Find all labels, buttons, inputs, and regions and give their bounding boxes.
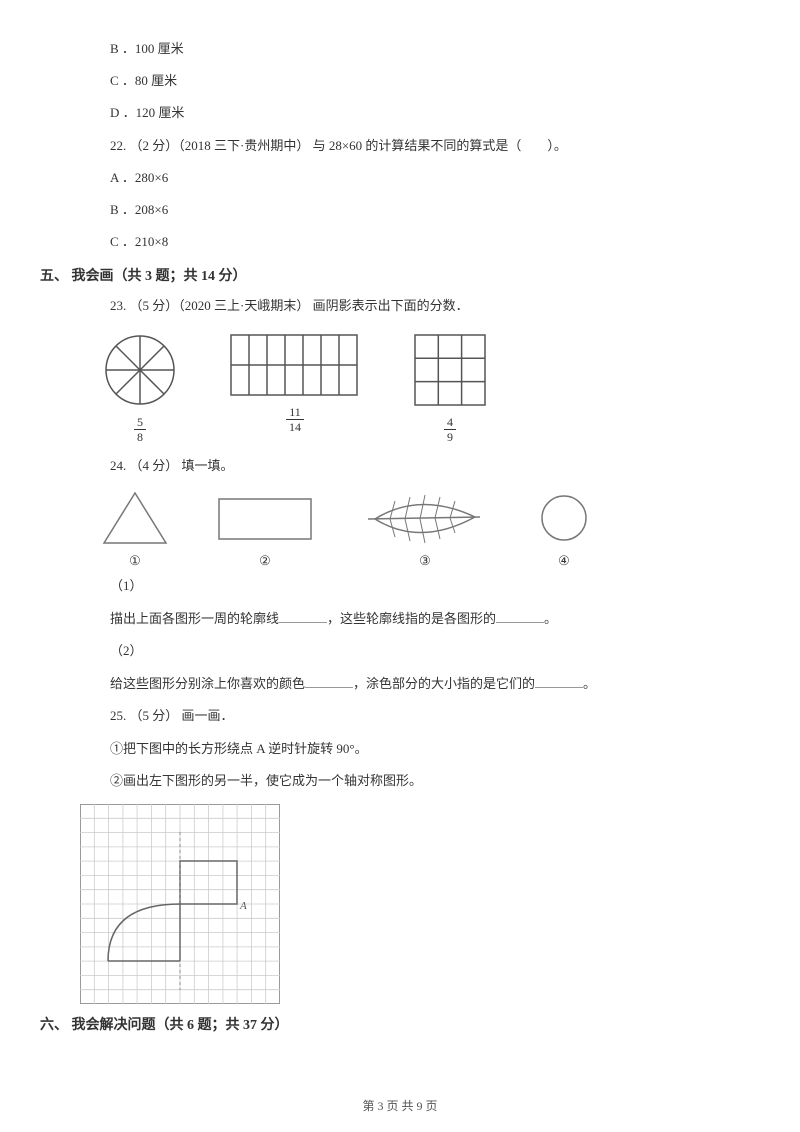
label-2: ②: [259, 553, 271, 569]
frac-11-14: 1114: [286, 406, 304, 433]
q24-shape1: ①: [100, 489, 170, 569]
q24-p1: （1）: [40, 577, 760, 595]
option-d: D ．120 厘米: [40, 104, 760, 122]
label-3: ③: [419, 553, 431, 569]
q22-stem: 22. （2 分）（2018 三下·贵州期中） 与 28×60 的计算结果不同的…: [40, 137, 760, 155]
section-5-title: 五、 我会画（共 3 题；共 14 分）: [40, 265, 760, 285]
q25-grid: A: [40, 804, 760, 1004]
q25-stem: 25. （5 分） 画一画．: [40, 707, 760, 725]
q23-fig2: 1114: [230, 330, 360, 433]
q24-shape3: ③: [360, 489, 490, 569]
rectangle-icon: [215, 489, 315, 547]
q23-stem: 23. （5 分）（2020 三上·天峨期末） 画阴影表示出下面的分数．: [40, 297, 760, 315]
q22-a: A ．280×6: [40, 169, 760, 187]
page-footer: 第 3 页 共 9 页: [0, 1097, 800, 1114]
q24-p2: （2）: [40, 642, 760, 660]
q23-fig3: 49: [410, 330, 490, 443]
blank[interactable]: [496, 609, 544, 623]
q24-shape2: ②: [215, 489, 315, 569]
grid-3x3-icon: [410, 330, 490, 410]
label-4: ④: [558, 553, 570, 569]
q22-b: B ．208×6: [40, 201, 760, 219]
q24-p1b: ，这些轮廓线指的是各图形的: [327, 611, 496, 626]
q24-shape4: ④: [535, 489, 593, 569]
frac-4-9: 49: [444, 416, 456, 443]
grid-paper-icon: A: [80, 804, 280, 1004]
svg-text:A: A: [239, 900, 247, 912]
q25-l1: ①把下图中的长方形绕点 A 逆时针旋转 90°。: [40, 740, 760, 758]
blank[interactable]: [305, 674, 353, 688]
pie-8-icon: [100, 330, 180, 410]
q24-p1c: 。: [544, 611, 557, 626]
label-1: ①: [129, 553, 141, 569]
section-6-title: 六、 我会解决问题（共 6 题；共 37 分）: [40, 1014, 760, 1034]
q23-figures: 58 1114 49: [40, 330, 760, 443]
q24-p1a: 描出上面各图形一周的轮廓线: [110, 611, 279, 626]
q24-p2b: ，涂色部分的大小指的是它们的: [353, 676, 535, 691]
q24-p1-text: 描出上面各图形一周的轮廓线 ，这些轮廓线指的是各图形的 。: [40, 609, 760, 628]
q24-stem: 24. （4 分） 填一填。: [40, 457, 760, 475]
q24-p2-text: 给这些图形分别涂上你喜欢的颜色 ，涂色部分的大小指的是它们的 。: [40, 674, 760, 693]
grid-2x7-icon: [230, 330, 360, 400]
circle-icon: [535, 489, 593, 547]
blank[interactable]: [279, 609, 327, 623]
q22-c: C ．210×8: [40, 233, 760, 251]
leaf-icon: [360, 489, 490, 547]
q24-p2a: 给这些图形分别涂上你喜欢的颜色: [110, 676, 305, 691]
triangle-icon: [100, 489, 170, 547]
option-c: C ．80 厘米: [40, 72, 760, 90]
option-b: B ．100 厘米: [40, 40, 760, 58]
q24-shapes: ① ② ③ ④: [40, 489, 760, 569]
q25-l2: ②画出左下图形的另一半，使它成为一个轴对称图形。: [40, 772, 760, 790]
q24-p2c: 。: [583, 676, 596, 691]
blank[interactable]: [535, 674, 583, 688]
q23-fig1: 58: [100, 330, 180, 443]
frac-5-8: 58: [134, 416, 146, 443]
